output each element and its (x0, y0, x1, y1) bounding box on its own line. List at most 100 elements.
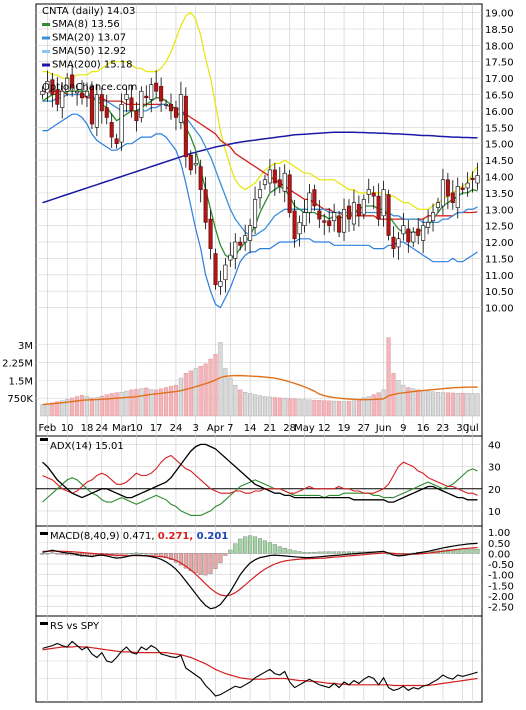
volume-bar (282, 398, 287, 417)
volume-bar (198, 365, 203, 417)
candle-body (272, 169, 277, 184)
price-axis-tick-label: 17.00 (485, 74, 514, 85)
candle-body (178, 94, 183, 123)
macd-histogram-value: 0.201 (197, 531, 229, 542)
macd-legend-swatch (40, 532, 48, 535)
macd-histogram-bar (233, 543, 238, 554)
candle-body (104, 107, 109, 118)
sma200-line (42, 131, 478, 204)
macd-histogram-bar (124, 553, 129, 555)
volume-bar (50, 402, 55, 417)
candle-body (416, 228, 421, 236)
candle-body (94, 94, 99, 128)
candle-body (213, 253, 218, 285)
x-tick-label: Feb (39, 423, 57, 434)
volume-bar (193, 368, 198, 417)
macd-histogram-bar (317, 551, 322, 554)
x-tick-label: 28 (283, 423, 296, 434)
volume-bar (183, 373, 188, 417)
x-tick-label: Jul (466, 423, 479, 434)
macd-histogram-bar (173, 553, 178, 563)
candle-body (317, 210, 322, 220)
candle-body (426, 222, 431, 228)
price-axis-tick-label: 12.00 (485, 238, 514, 249)
volume-bar (396, 380, 401, 417)
adx-title: ADX(14) 15.01 (50, 441, 124, 452)
candle-body (307, 192, 312, 213)
volume-ma-line (42, 374, 478, 406)
volume-bar (55, 401, 60, 417)
candle-body (45, 81, 50, 94)
volume-bar (346, 401, 352, 417)
legend-swatch (42, 63, 50, 67)
volume-bar (297, 399, 302, 417)
volume-bar (460, 393, 465, 417)
macd-histogram-bar (302, 551, 307, 554)
macd-histogram-bar (139, 553, 144, 555)
candle-body (173, 107, 178, 118)
candle-body (391, 236, 396, 249)
rs-title: RS vs SPY (50, 621, 100, 632)
macd-histogram-bar (134, 552, 139, 554)
price-axis-tick-label: 15.50 (485, 123, 514, 134)
macd-histogram-bar (178, 553, 183, 566)
macd-histogram-bar (460, 549, 465, 554)
candle-body (356, 204, 361, 217)
price-axis-tick-label: 14.50 (485, 156, 514, 167)
macd-histogram-bar (282, 548, 287, 554)
candle-body (114, 138, 119, 144)
minus-di-line (42, 454, 478, 496)
volume-bar (332, 400, 337, 417)
candle-body (208, 218, 213, 249)
macd-histogram-bar (45, 553, 50, 555)
x-tick-label: 10 (130, 423, 143, 434)
volume-bar (163, 387, 169, 417)
volume-bar (267, 396, 272, 417)
candle-body (386, 194, 391, 236)
x-tick-label: 9 (400, 423, 406, 434)
price-axis-tick-label: 13.50 (485, 189, 514, 200)
candle-body (193, 163, 198, 166)
candle-body (183, 95, 188, 158)
x-tick-label: Mar (112, 423, 132, 434)
macd-histogram-bar (445, 549, 450, 554)
macd-histogram-bar (465, 548, 470, 554)
price-axis-tick-label: 11.00 (485, 271, 514, 282)
candle-body (253, 199, 258, 228)
volume-bar (341, 401, 347, 417)
volume-bar (134, 389, 139, 417)
rs-ma-line (42, 645, 478, 687)
candle-body (233, 241, 238, 259)
candle-body (327, 220, 332, 226)
candle-body (238, 241, 243, 246)
x-tick-label: 18 (81, 423, 94, 434)
macd-axis-tick-label: -0.50 (488, 560, 514, 571)
legend-entry: SMA(50) 12.92 (52, 46, 126, 57)
volume-axis-tick-label: 3M (18, 341, 33, 352)
macd-value: MACD(8,40,9) 0.471, (50, 531, 158, 542)
x-tick-label: 19 (338, 423, 351, 434)
bollinger-upper-line (42, 11, 478, 210)
candle-body (50, 79, 55, 95)
volume-bar (356, 399, 361, 417)
macd-histogram-bar (312, 551, 317, 554)
macd-histogram-bar (277, 546, 282, 554)
volume-bar (89, 397, 94, 417)
macd-histogram-bar (154, 553, 159, 556)
x-tick-label: Apr (207, 423, 225, 434)
candle-body (144, 95, 149, 99)
volume-bar (65, 399, 70, 417)
candle-body (445, 179, 450, 197)
candle-body (129, 97, 134, 112)
volume-bar (119, 392, 124, 417)
volume-bar (287, 398, 292, 417)
candle-body (168, 104, 174, 112)
volume-bar (228, 377, 233, 417)
candle-body (337, 215, 342, 233)
candle-body (60, 90, 65, 108)
macd-histogram-bar (287, 549, 292, 554)
macd-histogram-bar (223, 553, 228, 556)
x-tick-label: 23 (437, 423, 450, 434)
